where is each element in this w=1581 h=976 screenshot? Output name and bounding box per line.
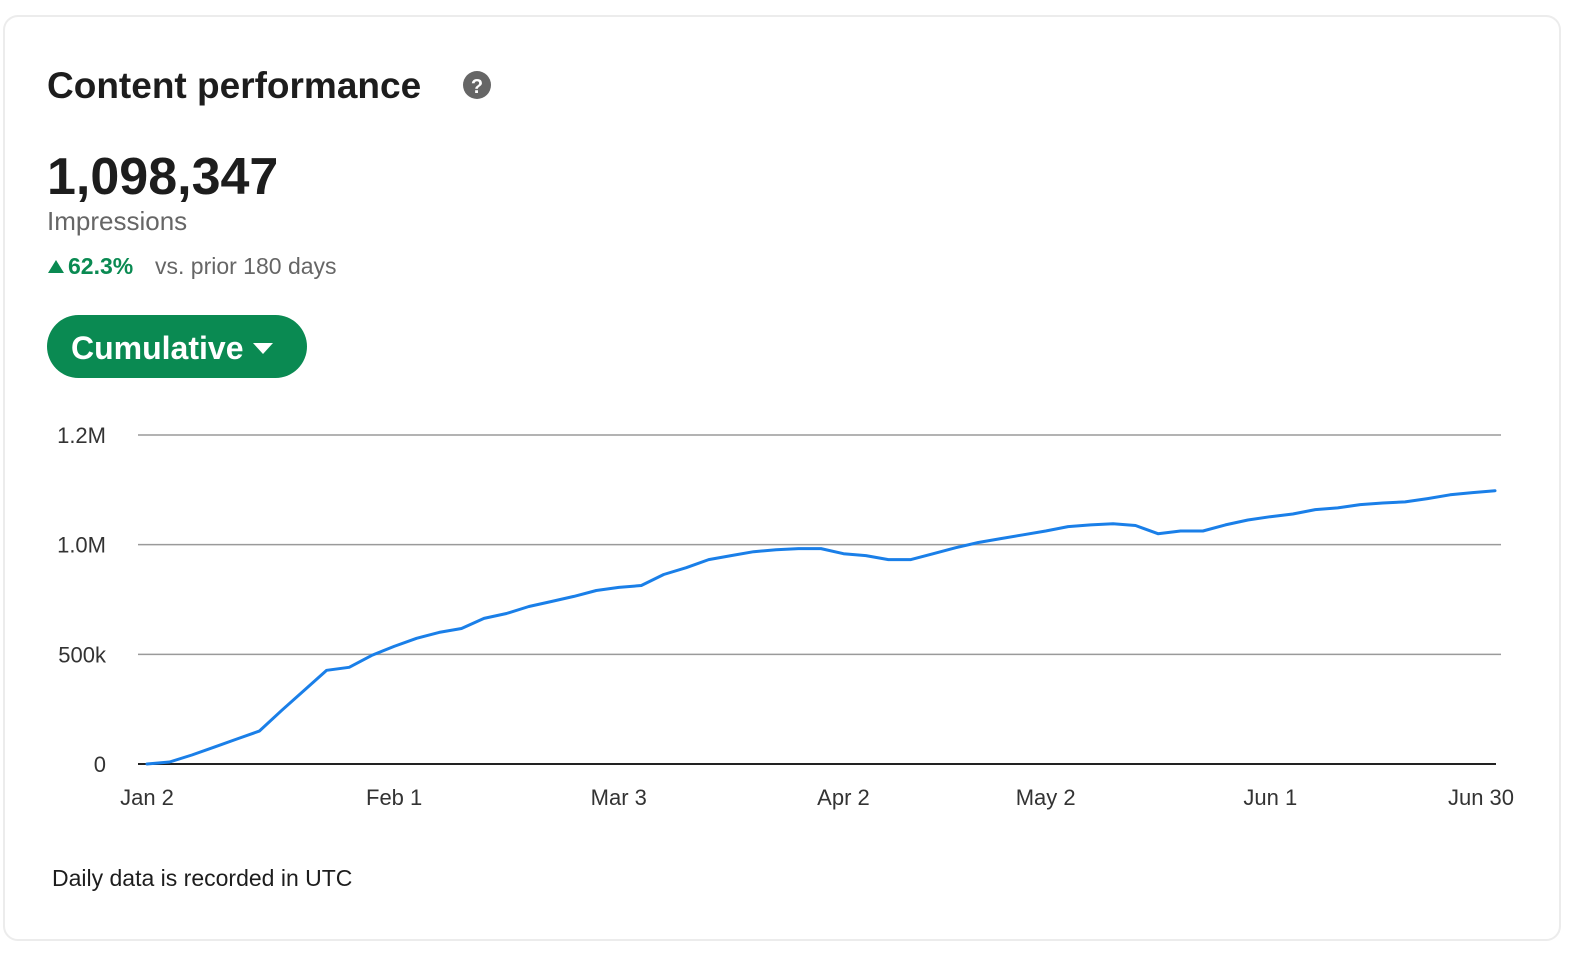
x-tick-label: Feb 1 bbox=[366, 785, 422, 810]
up-arrow bbox=[48, 260, 64, 273]
x-tick-label: Mar 3 bbox=[591, 785, 647, 810]
x-tick-label: Jan 2 bbox=[120, 785, 174, 810]
help-icon[interactable]: ? bbox=[463, 71, 491, 99]
title: Content performance bbox=[47, 65, 421, 106]
card-frame bbox=[3, 15, 1561, 941]
x-tick-label: Apr 2 bbox=[817, 785, 870, 810]
x-tick-label: Jun 1 bbox=[1243, 785, 1297, 810]
footnote: Daily data is recorded in UTC bbox=[52, 865, 352, 891]
x-tick-label: Jun 30 bbox=[1448, 785, 1514, 810]
y-tick-label: 500k bbox=[58, 642, 107, 667]
y-tick-label: 1.0M bbox=[57, 533, 106, 558]
plot: 0 500k 1.0M 1.2M Jan 2 Feb 1 Mar 3 Apr 2 May 2 Ju… bbox=[57, 423, 1514, 810]
svg-text:?: ? bbox=[471, 76, 483, 98]
change-text: vs. prior 180 days bbox=[155, 253, 337, 279]
y-tick-label: 0 bbox=[94, 752, 106, 777]
y-tick-label: 1.2M bbox=[57, 423, 106, 448]
impressions-line bbox=[145, 489, 1497, 766]
button-label[interactable]: Cumulative bbox=[71, 330, 243, 366]
change-value: 62.3% bbox=[68, 253, 133, 279]
cumulative-button[interactable]: Cumulative bbox=[47, 315, 307, 378]
metric-label: Impressions bbox=[47, 206, 187, 236]
metric-value: 1,098,347 bbox=[47, 148, 278, 206]
x-tick-label: May 2 bbox=[1016, 785, 1076, 810]
